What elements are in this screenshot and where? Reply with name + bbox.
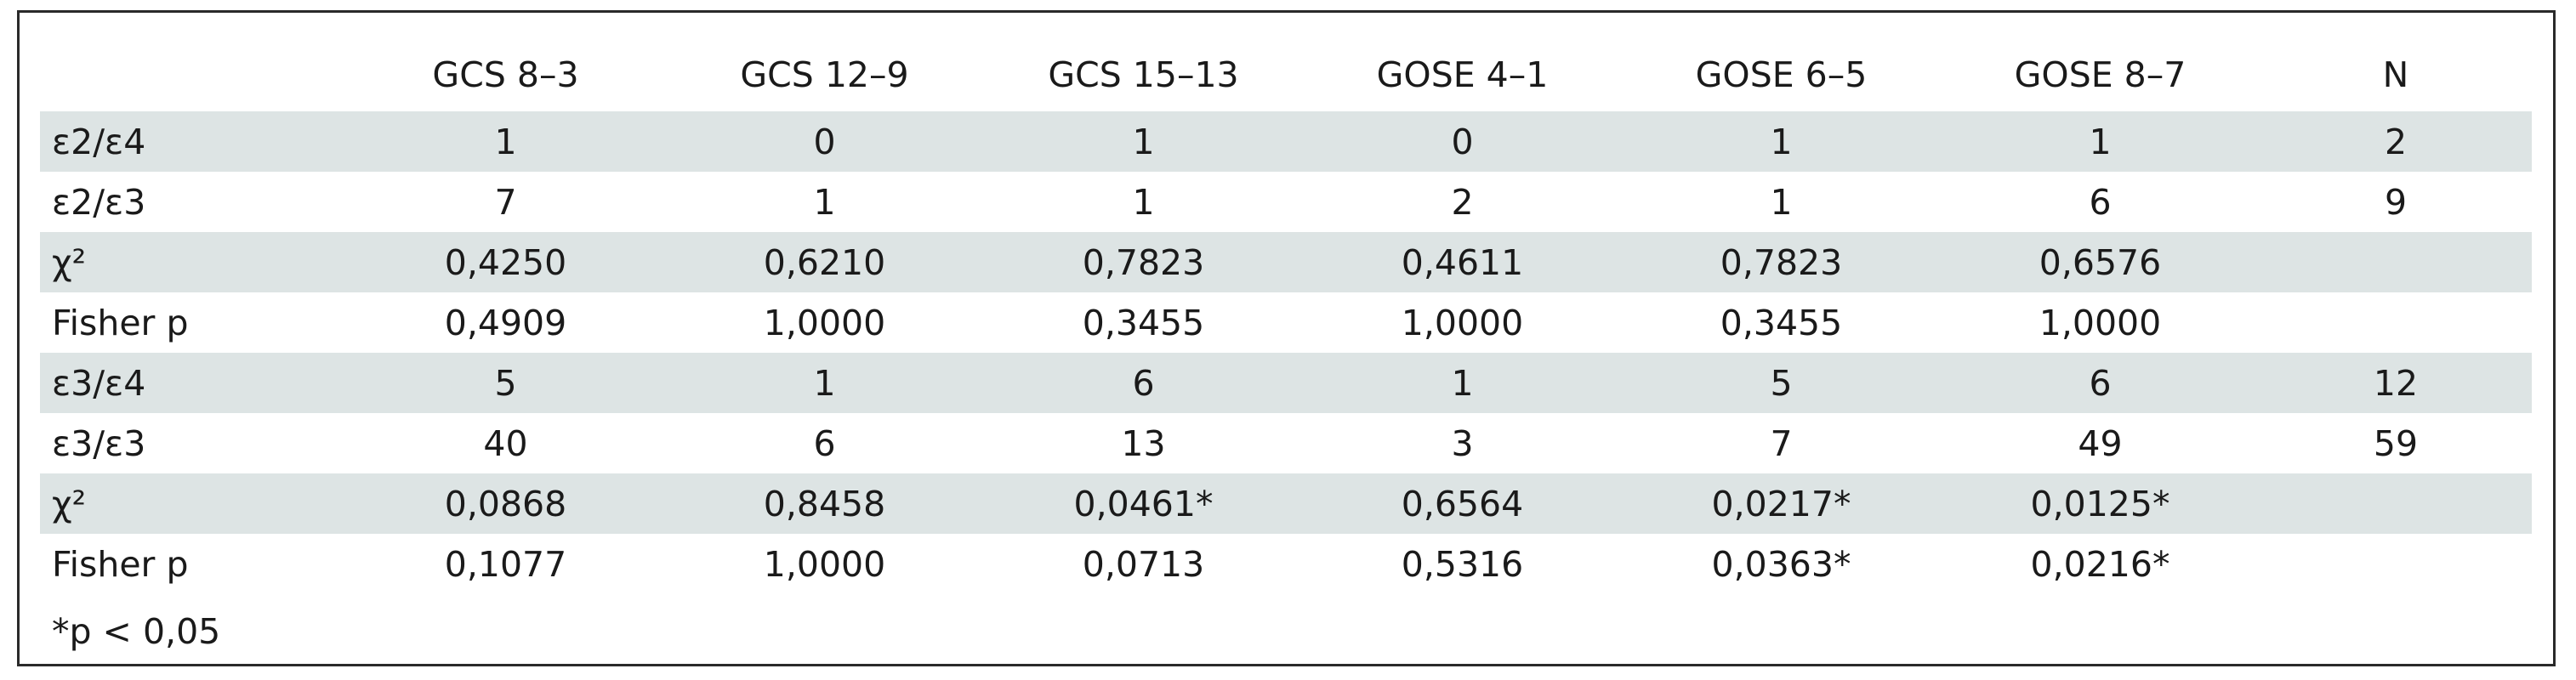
table-cell	[2260, 534, 2532, 594]
table-frame: GCS 8–3 GCS 12–9 GCS 15–13 GOSE 4–1 GOSE…	[17, 10, 2556, 666]
table-cell: 6	[813, 422, 836, 464]
table-row: χ² 0,0868 0,8458 0,0461* 0,6564 0,0217* 0,0125…	[40, 473, 2532, 534]
table-cell: 0,0461*	[984, 473, 1303, 534]
table-cell: 0,0868	[346, 473, 665, 534]
table-header-row: GCS 8–3 GCS 12–9 GCS 15–13 GOSE 4–1 GOSE…	[40, 38, 2532, 111]
table-cell: 6	[1941, 353, 2260, 413]
table-cell: 0,0216*	[2030, 543, 2170, 585]
table-cell: 0,3455	[1082, 302, 1205, 343]
column-header-gcs-15-13: GCS 15–13	[1048, 54, 1239, 95]
table-cell: 0,0713	[1082, 543, 1205, 585]
table-cell: 2	[1451, 181, 1474, 223]
table-cell: 1	[984, 111, 1303, 172]
row-label: Fisher p	[52, 543, 189, 585]
table-row: ε2/ε3 7 1 1 2 1 6 9	[40, 172, 2532, 232]
column-header-gose-6-5: GOSE 6–5	[1695, 54, 1868, 95]
table-cell: 0,0363*	[1711, 543, 1851, 585]
table-cell: 1,0000	[2039, 302, 2162, 343]
column-header-n: N	[2382, 54, 2409, 95]
row-label: ε2/ε4	[40, 111, 346, 172]
table-cell: 0,4250	[346, 232, 665, 292]
row-label: ε2/ε3	[52, 181, 146, 223]
table-cell: 5	[346, 353, 665, 413]
table-cell: 1	[1303, 353, 1622, 413]
table-cell: 7	[1770, 422, 1793, 464]
table-row: Fisher p 0,4909 1,0000 0,3455 1,0000 0,3455 1,…	[40, 292, 2532, 353]
table-cell: 1	[1941, 111, 2260, 172]
table-row: ε3/ε3 40 6 13 3 7 49 59	[40, 413, 2532, 473]
table-cell: 49	[2078, 422, 2123, 464]
table-cell	[2260, 292, 2532, 353]
table-cell: 7	[494, 181, 517, 223]
table-cell: 1	[665, 353, 984, 413]
row-label: χ²	[40, 473, 346, 534]
table-cell: 0,7823	[1622, 232, 1941, 292]
table-cell: 1,0000	[763, 302, 886, 343]
table-cell: 0,8458	[665, 473, 984, 534]
table-cell: 12	[2260, 353, 2532, 413]
genotype-outcome-table: GCS 8–3 GCS 12–9 GCS 15–13 GOSE 4–1 GOSE…	[40, 38, 2532, 594]
table-cell: 0,6576	[1941, 232, 2260, 292]
table-cell: 59	[2373, 422, 2419, 464]
table-cell: 0	[665, 111, 984, 172]
table-cell: 0,7823	[984, 232, 1303, 292]
table-row: Fisher p 0,1077 1,0000 0,0713 0,5316 0,0363* 0…	[40, 534, 2532, 594]
table-cell: 0,1077	[444, 543, 567, 585]
table-cell: 40	[483, 422, 528, 464]
table-cell: 3	[1451, 422, 1474, 464]
table-cell: 1	[1622, 111, 1941, 172]
table-cell: 0	[1303, 111, 1622, 172]
table-cell: 0,4611	[1303, 232, 1622, 292]
column-header-gcs-8-3: GCS 8–3	[432, 54, 579, 95]
table-row: χ² 0,4250 0,6210 0,7823 0,4611 0,7823 0,6576	[40, 232, 2532, 292]
column-header-label	[40, 38, 346, 111]
table-cell: 0,6564	[1303, 473, 1622, 534]
table-cell: 5	[1622, 353, 1941, 413]
table-row: ε2/ε4 1 0 1 0 1 1 2	[40, 111, 2532, 172]
column-header-gose-8-7: GOSE 8–7	[2014, 54, 2186, 95]
table-cell: 9	[2384, 181, 2408, 223]
table-body: ε2/ε4 1 0 1 0 1 1 2 ε2/ε3 7 1 1 2 1 6 9 χ² 0,4250 0,6210 0,…	[40, 111, 2532, 594]
footnote: *p < 0,05	[52, 611, 221, 652]
table-cell: 1,0000	[763, 543, 886, 585]
table-cell: 0,0217*	[1622, 473, 1941, 534]
table-cell: 0,4909	[444, 302, 567, 343]
table-cell: 0,5316	[1401, 543, 1524, 585]
row-label: χ²	[40, 232, 346, 292]
table-cell: 6	[984, 353, 1303, 413]
table-cell: 0,0125*	[1941, 473, 2260, 534]
table-cell: 1	[813, 181, 836, 223]
column-header-gose-4-1: GOSE 4–1	[1376, 54, 1549, 95]
table-cell: 2	[2260, 111, 2532, 172]
table-cell: 0,6210	[665, 232, 984, 292]
table-cell	[2260, 473, 2532, 534]
table-cell	[2260, 232, 2532, 292]
table-cell: 0,3455	[1720, 302, 1843, 343]
table-cell: 1	[346, 111, 665, 172]
column-header-gcs-12-9: GCS 12–9	[740, 54, 909, 95]
table-cell: 1	[1770, 181, 1793, 223]
row-label: ε3/ε3	[52, 422, 146, 464]
table-row: ε3/ε4 5 1 6 1 5 6 12	[40, 353, 2532, 413]
table-cell: 6	[2089, 181, 2112, 223]
table-cell: 1	[1132, 181, 1155, 223]
row-label: Fisher p	[52, 302, 189, 343]
table-cell: 1,0000	[1401, 302, 1524, 343]
table-cell: 13	[1121, 422, 1166, 464]
row-label: ε3/ε4	[40, 353, 346, 413]
